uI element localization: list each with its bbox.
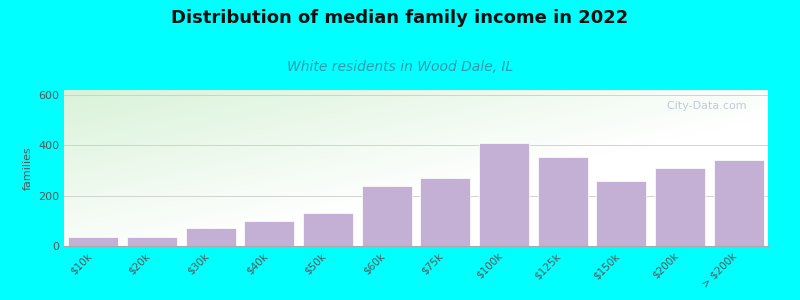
Bar [69,237,118,246]
Bar [479,143,529,246]
Bar [714,160,763,246]
Y-axis label: families: families [22,146,33,190]
Text: City-Data.com: City-Data.com [660,101,747,111]
Bar [421,178,470,246]
Text: White residents in Wood Dale, IL: White residents in Wood Dale, IL [287,60,513,74]
Bar [362,186,411,246]
Bar [596,181,646,246]
Bar [245,221,294,246]
Bar [655,168,705,246]
Bar [186,228,235,246]
Bar [538,157,587,246]
Bar [127,237,177,246]
Text: Distribution of median family income in 2022: Distribution of median family income in … [171,9,629,27]
Bar [303,213,353,246]
